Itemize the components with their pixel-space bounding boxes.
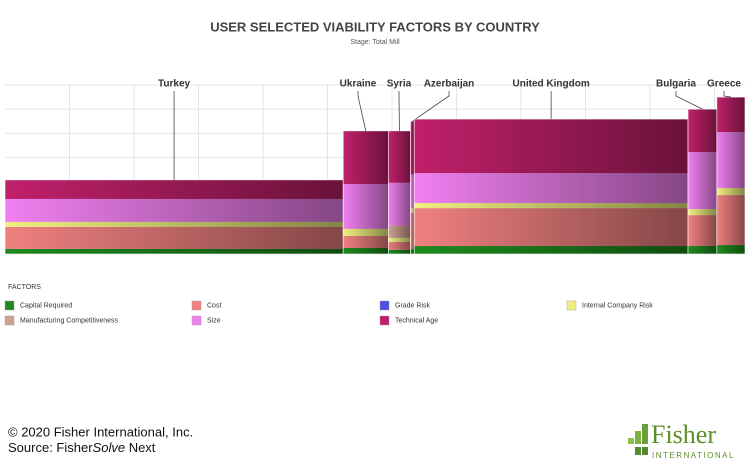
category-label: Greece [707, 79, 741, 90]
logo-subtext: INTERNATIONAL [652, 451, 735, 460]
legend-swatch [567, 301, 576, 310]
legend-swatch [192, 301, 201, 310]
legend-label: Capital Required [20, 302, 72, 309]
logo-text: Fisher [651, 420, 716, 449]
source-text: Next [125, 440, 156, 455]
logo-block [642, 424, 648, 444]
leader-line [358, 91, 366, 131]
bar-shade [688, 109, 717, 254]
bar-shade [411, 121, 415, 254]
legend-label: Technical Age [395, 317, 438, 324]
bar-shade [717, 97, 745, 254]
chart-subtitle: Stage: Total Mill [350, 39, 400, 46]
leader-line [724, 91, 731, 97]
leader-line [412, 91, 449, 121]
legend-title: FACTORS [8, 284, 41, 291]
legend-label: Grade Risk [395, 302, 431, 309]
legend-label: Manufacturing Competitiveness [20, 317, 119, 324]
legend-swatch [380, 301, 389, 310]
logo-block [635, 447, 641, 455]
legend-swatch [380, 316, 389, 325]
source-italic: Solve [93, 440, 126, 455]
category-label: Turkey [158, 79, 190, 90]
category-label: Ukraine [340, 79, 377, 90]
logo: Fisher INTERNATIONAL [628, 420, 735, 460]
copyright: © 2020 Fisher International, Inc. [8, 424, 193, 439]
leader-line [676, 91, 702, 109]
legend-label: Internal Company Risk [582, 302, 653, 309]
legend-swatch [5, 316, 14, 325]
category-label: Azerbaijan [424, 79, 475, 90]
logo-block [642, 447, 648, 455]
category-label: United Kingdom [513, 79, 590, 90]
legend-swatch [192, 316, 201, 325]
logo-block [635, 431, 641, 444]
bar-shade [343, 131, 388, 254]
logo-block [628, 438, 634, 444]
source: Source: FisherSolve Next [8, 440, 156, 455]
legend-label: Size [207, 317, 221, 324]
category-label: Bulgaria [656, 79, 696, 90]
legend-swatch [5, 301, 14, 310]
bar-shade [388, 131, 410, 254]
source-text: Source: Fisher [8, 440, 93, 455]
bar-shade [414, 119, 688, 254]
category-label: Syria [387, 79, 412, 90]
legend-label: Cost [207, 302, 221, 309]
bar-shade [5, 180, 343, 254]
chart-title: USER SELECTED VIABILITY FACTORS BY COUNT… [210, 19, 540, 34]
